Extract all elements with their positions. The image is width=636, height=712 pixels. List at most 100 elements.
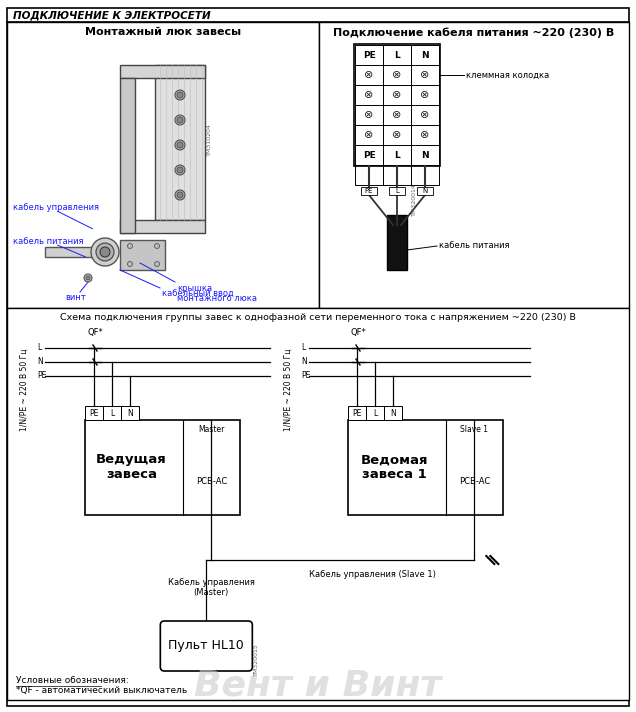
Bar: [45, 247, 100, 257]
Bar: [366, 406, 384, 420]
Bar: [411, 145, 439, 165]
Bar: [411, 105, 439, 125]
Bar: [417, 187, 433, 195]
Bar: [361, 187, 377, 195]
Text: PE: PE: [365, 188, 373, 194]
Circle shape: [177, 192, 183, 198]
Polygon shape: [120, 220, 205, 233]
Bar: [103, 406, 121, 420]
Text: L: L: [301, 343, 305, 352]
Text: PE: PE: [37, 372, 46, 380]
Text: ⊗: ⊗: [364, 70, 374, 80]
Bar: [7, 308, 629, 700]
Text: винт: винт: [65, 293, 86, 302]
Bar: [355, 145, 383, 165]
Polygon shape: [120, 65, 205, 78]
Polygon shape: [120, 78, 135, 233]
Polygon shape: [155, 65, 205, 220]
Bar: [383, 165, 411, 185]
Text: PE: PE: [89, 409, 99, 417]
Bar: [383, 105, 411, 125]
Text: кабель питания: кабель питания: [439, 241, 509, 249]
Text: ⊗: ⊗: [420, 70, 430, 80]
Bar: [121, 406, 139, 420]
Circle shape: [175, 115, 185, 125]
Bar: [384, 406, 402, 420]
Text: ⊗: ⊗: [392, 70, 402, 80]
Text: ПОДКЛЮЧЕНИЕ К ЭЛЕКТРОСЕТИ: ПОДКЛЮЧЕНИЕ К ЭЛЕКТРОСЕТИ: [13, 10, 211, 20]
Text: ⊗: ⊗: [364, 110, 374, 120]
Circle shape: [96, 243, 114, 261]
Text: Master: Master: [198, 426, 225, 434]
Bar: [355, 65, 383, 85]
Circle shape: [175, 90, 185, 100]
Text: L: L: [395, 188, 399, 194]
Text: PCB-AC: PCB-AC: [196, 477, 227, 486]
Text: N: N: [421, 150, 429, 159]
Text: N: N: [127, 409, 133, 417]
Circle shape: [84, 274, 92, 282]
FancyBboxPatch shape: [160, 621, 252, 671]
Text: 1/N/PE ~ 220 В 50 Гц: 1/N/PE ~ 220 В 50 Гц: [284, 349, 293, 431]
Text: крышка
монтажного люка: крышка монтажного люка: [177, 284, 257, 303]
Text: *QF - автоматический выключатель: *QF - автоматический выключатель: [16, 686, 187, 695]
Circle shape: [177, 142, 183, 148]
Circle shape: [100, 247, 110, 257]
Circle shape: [177, 117, 183, 123]
Text: ⊗: ⊗: [392, 90, 402, 100]
Circle shape: [177, 92, 183, 98]
Text: L: L: [37, 343, 41, 352]
Polygon shape: [120, 240, 165, 270]
Circle shape: [177, 167, 183, 173]
Text: ТМ310204: ТМ310204: [207, 124, 212, 157]
Text: ⊗: ⊗: [364, 90, 374, 100]
Text: 1/N/PE ~ 220 В 50 Гц: 1/N/PE ~ 220 В 50 Гц: [20, 349, 29, 431]
Circle shape: [155, 261, 160, 266]
Bar: [354, 44, 440, 166]
Bar: [355, 85, 383, 105]
Text: PE: PE: [363, 51, 375, 60]
Text: Ведомая
завеса 1: Ведомая завеса 1: [361, 454, 428, 481]
Text: Пульт HL10: Пульт HL10: [169, 639, 244, 652]
Text: Условные обозначения:: Условные обозначения:: [16, 676, 128, 685]
Text: PE: PE: [301, 372, 310, 380]
Bar: [411, 45, 439, 65]
Circle shape: [175, 140, 185, 150]
Bar: [348, 406, 366, 420]
Bar: [411, 85, 439, 105]
Text: ТМ320015: ТМ320015: [254, 644, 259, 676]
Bar: [383, 45, 411, 65]
Text: QF*: QF*: [87, 328, 103, 337]
Text: N: N: [37, 357, 43, 367]
Text: Схема подключения группы завес к однофазной сети переменного тока с напряжением : Схема подключения группы завес к однофаз…: [60, 313, 576, 322]
Bar: [355, 165, 383, 185]
Text: L: L: [394, 150, 400, 159]
Text: L: L: [394, 51, 400, 60]
Bar: [7, 22, 319, 308]
Bar: [85, 406, 103, 420]
Bar: [389, 187, 405, 195]
Text: ⊗: ⊗: [420, 110, 430, 120]
Text: Вент и Винт: Вент и Винт: [194, 668, 442, 702]
Bar: [411, 125, 439, 145]
Bar: [383, 85, 411, 105]
Text: Slave 1: Slave 1: [460, 426, 488, 434]
Circle shape: [175, 190, 185, 200]
Circle shape: [155, 244, 160, 248]
Text: N: N: [301, 357, 307, 367]
Bar: [85, 420, 240, 515]
Bar: [383, 65, 411, 85]
Bar: [355, 45, 383, 65]
Text: Подключение кабеля питания ~220 (230) В: Подключение кабеля питания ~220 (230) В: [333, 27, 614, 38]
Bar: [383, 145, 411, 165]
Text: ТМ320014: ТМ320014: [412, 184, 417, 216]
Text: Кабель управления
(Master): Кабель управления (Master): [168, 578, 255, 597]
Text: N: N: [421, 51, 429, 60]
Bar: [319, 22, 629, 308]
Text: QF*: QF*: [350, 328, 366, 337]
Circle shape: [86, 276, 90, 280]
Text: Кабель управления (Slave 1): Кабель управления (Slave 1): [309, 570, 436, 579]
Text: клеммная колодка: клеммная колодка: [466, 70, 550, 80]
Text: кабель управления: кабель управления: [13, 202, 99, 211]
Text: L: L: [373, 409, 377, 417]
